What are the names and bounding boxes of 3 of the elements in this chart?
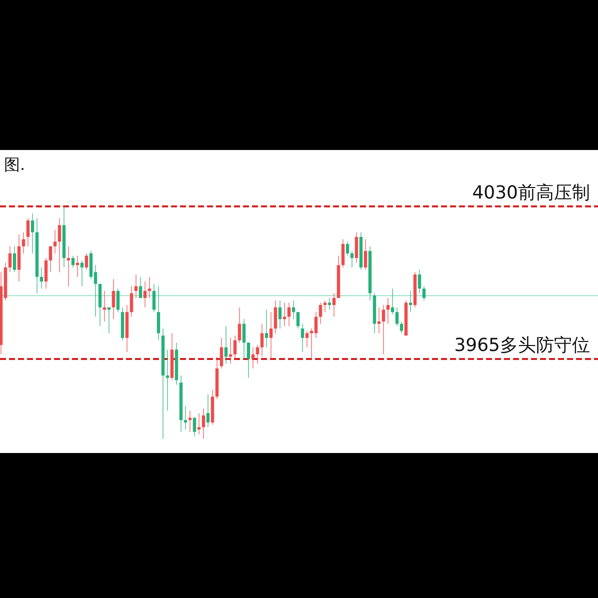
ref-line-label: 3965多头防守位 <box>454 335 590 356</box>
ref-line-label: 4030前高压制 <box>472 182 590 204</box>
annotation: 图. <box>4 155 26 174</box>
